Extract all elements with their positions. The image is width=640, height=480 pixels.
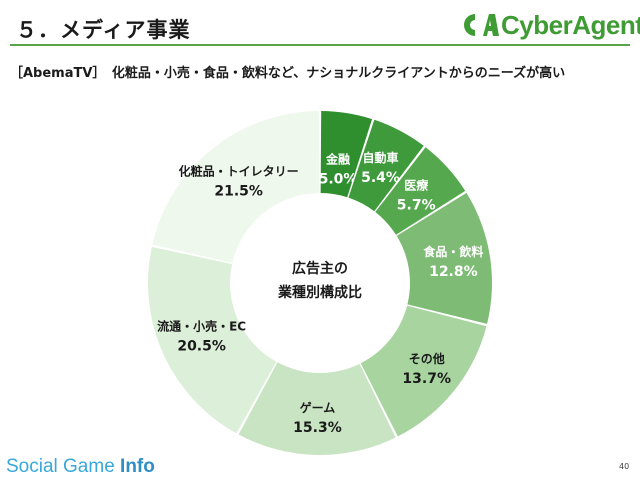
donut-slice — [147, 246, 277, 434]
company-logo: CyberAgent — [461, 10, 640, 40]
donut-slice — [348, 119, 424, 212]
slice-label: ゲーム — [300, 400, 336, 415]
donut-slice — [152, 111, 320, 263]
donut-slice — [375, 147, 466, 235]
page-number: 40 — [619, 462, 630, 471]
cyberagent-logo-icon — [464, 14, 499, 36]
donut-slice — [360, 305, 487, 437]
slice-value-label: 5.4% — [361, 170, 400, 186]
slice-value-label: 5.0% — [319, 171, 358, 187]
slice-label: 医療 — [404, 178, 428, 193]
slice-label: 化粧品・トイレタリー — [179, 164, 299, 179]
slice-value-label: 12.8% — [429, 264, 478, 280]
logo-text: CyberAgent — [501, 9, 640, 40]
brand-part1: Social Game — [6, 456, 121, 477]
donut-slice — [320, 111, 373, 198]
center-label: 広告主の — [292, 260, 348, 277]
center-label: 業種別構成比 — [277, 284, 362, 301]
slice-value-label: 21.5% — [214, 184, 263, 200]
donut-slice — [396, 192, 492, 324]
slice-value-label: 15.3% — [293, 420, 342, 436]
slice-value-label: 20.5% — [177, 339, 226, 355]
brand-part2: Info — [120, 456, 155, 477]
brand-watermark: Social Game Info — [6, 456, 155, 478]
title-rule — [10, 44, 630, 46]
slice-label: 金融 — [325, 151, 350, 166]
page-title: ５．メディア事業 — [16, 18, 191, 42]
slice-label: 流通・小売・EC — [157, 319, 246, 334]
slice-value-label: 5.7% — [397, 198, 436, 214]
subtitle: ［AbemaTV］ 化粧品・小売・食品・飲料など、ナショナルクライアントからのニ… — [10, 66, 566, 81]
slice-label: その他 — [409, 351, 445, 366]
slice-value-label: 13.7% — [402, 371, 451, 387]
slice-label: 食品・飲料 — [422, 244, 483, 259]
slice-label: 自動車 — [363, 150, 399, 165]
donut-slice — [238, 362, 396, 455]
